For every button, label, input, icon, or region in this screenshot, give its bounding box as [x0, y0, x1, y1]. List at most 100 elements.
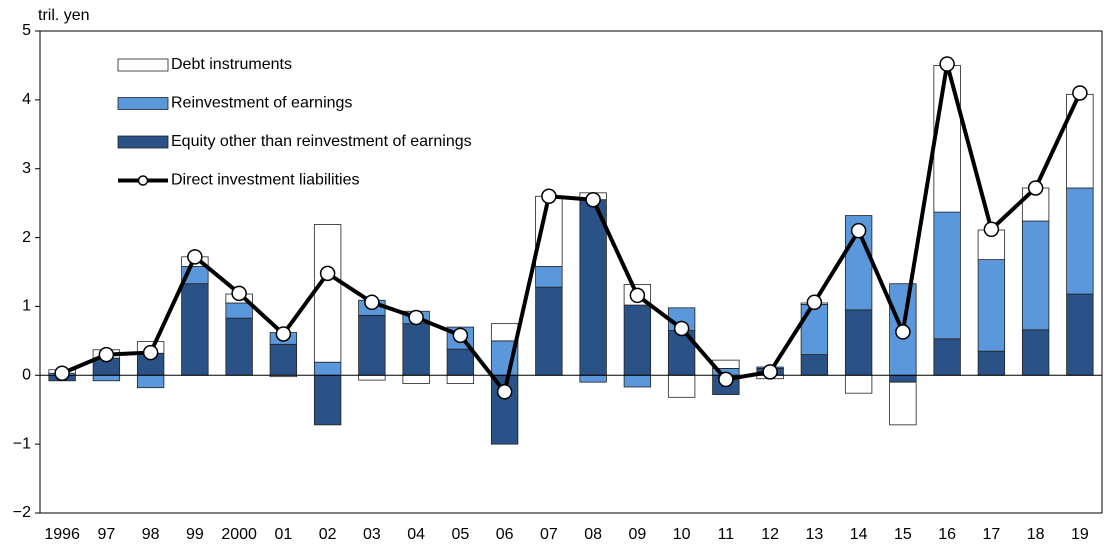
line-marker	[142, 344, 159, 361]
line-marker	[718, 371, 734, 388]
line-marker	[983, 221, 1000, 238]
bar	[623, 374, 652, 388]
bar	[1021, 220, 1050, 331]
bar	[977, 259, 1006, 352]
bar	[933, 338, 961, 376]
line-marker	[98, 346, 115, 363]
line-marker	[319, 265, 336, 282]
bar	[933, 65, 961, 213]
line-marker	[541, 188, 557, 205]
bar	[579, 199, 607, 376]
bar	[1066, 187, 1094, 295]
bar	[889, 374, 917, 383]
bar	[889, 381, 917, 426]
line-marker	[939, 56, 955, 72]
y-tick-label: 4	[22, 91, 31, 108]
line-marker	[231, 285, 247, 302]
line	[61, 62, 1082, 394]
x-tick-label: 19	[1071, 526, 1089, 543]
line-marker	[895, 324, 911, 340]
bar	[225, 317, 253, 376]
legend-label: Equity other than reinvestment of earnin…	[171, 133, 472, 150]
bar	[358, 374, 386, 381]
x-tick-label: 08	[584, 526, 602, 543]
x-tick-label: 1996	[44, 526, 80, 543]
bar	[933, 211, 961, 340]
bar	[92, 374, 121, 382]
bar	[844, 374, 873, 394]
line-marker	[629, 287, 646, 304]
line-marker	[54, 365, 70, 381]
line-marker	[850, 222, 867, 239]
line-marker	[452, 327, 469, 344]
x-tick-label: 13	[805, 526, 823, 543]
x-tick-label: 05	[451, 526, 469, 543]
bar	[623, 304, 652, 376]
legend-swatch	[137, 175, 149, 186]
x-tick-label: 04	[407, 526, 425, 543]
bar	[844, 309, 873, 376]
line-marker	[364, 294, 380, 311]
bar	[181, 283, 209, 376]
bar	[225, 302, 253, 319]
bar	[402, 374, 430, 384]
x-tick-label: 98	[142, 526, 160, 543]
x-tick-label: 11	[718, 526, 735, 543]
line-marker	[673, 320, 690, 337]
y-tick-label: 3	[22, 160, 31, 177]
line-marker	[496, 384, 513, 400]
bar	[800, 354, 829, 376]
bar	[358, 314, 386, 376]
bar	[579, 374, 607, 383]
legend-swatch	[117, 58, 169, 72]
bar	[313, 224, 342, 363]
x-tick-label: 2000	[221, 526, 257, 543]
x-tick-label: 17	[982, 526, 1000, 543]
x-tick-label: 06	[496, 526, 514, 543]
legend-label: Direct investment liabilities	[171, 172, 360, 189]
y-tick-label: −2	[13, 504, 31, 521]
legend-label: Reinvestment of earnings	[171, 95, 352, 112]
x-tick-label: 14	[850, 526, 868, 543]
x-tick-label: 01	[274, 526, 292, 543]
line-marker	[806, 294, 823, 311]
x-tick-label: 15	[894, 526, 912, 543]
bar	[313, 361, 342, 376]
bar	[800, 303, 829, 356]
x-tick-label: 18	[1027, 526, 1045, 543]
y-tick-label: 1	[22, 298, 31, 315]
x-tick-label: 03	[363, 526, 381, 543]
bar	[490, 323, 519, 342]
y-tick-label: 0	[22, 367, 31, 384]
line-marker	[275, 326, 292, 342]
x-tick-label: 10	[673, 526, 691, 543]
line-marker	[585, 191, 601, 208]
x-tick-label: 99	[186, 526, 204, 543]
plot-frame	[39, 30, 1103, 514]
legend-label: Debt instruments	[171, 56, 292, 73]
unit-label: tril. yen	[38, 7, 90, 24]
legend-swatch	[117, 97, 169, 110]
bar	[446, 348, 475, 376]
bar	[535, 286, 563, 376]
bar	[136, 374, 165, 389]
line-marker	[1072, 85, 1088, 101]
x-tick-label: 07	[540, 526, 558, 543]
bar	[269, 343, 298, 376]
line-marker	[408, 309, 424, 326]
y-tick-label: −1	[13, 435, 31, 452]
bar	[667, 374, 696, 398]
bar	[1021, 329, 1050, 376]
x-tick-label: 97	[97, 526, 115, 543]
x-tick-label: 12	[761, 526, 779, 543]
x-tick-label: 02	[319, 526, 337, 543]
line-marker	[187, 249, 203, 265]
bar	[977, 350, 1006, 376]
line-marker	[762, 364, 778, 380]
bar	[1066, 293, 1094, 376]
bar	[313, 374, 342, 426]
y-tick-label: 5	[22, 22, 31, 39]
y-tick-label: 2	[22, 229, 31, 246]
bar	[535, 266, 563, 288]
